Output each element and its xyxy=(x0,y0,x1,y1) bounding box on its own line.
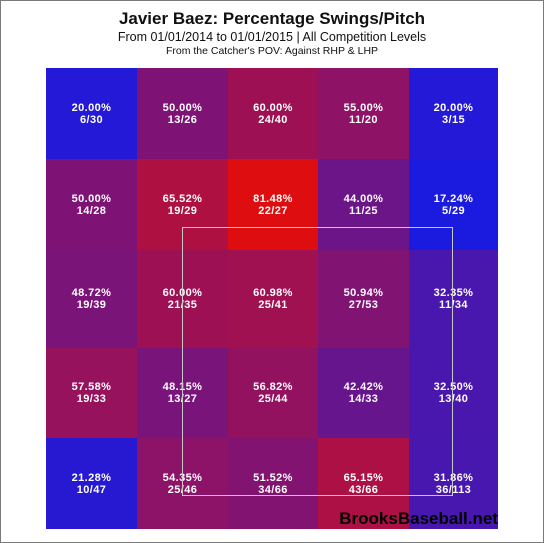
heatmap-cell-r0-c4: 20.00% 3/15 xyxy=(409,68,498,159)
cell-percentage: 50.00% xyxy=(162,101,203,114)
cell-percentage: 32.35% xyxy=(433,287,474,299)
cell-fraction: 27/53 xyxy=(348,299,379,311)
heatmap-cell-r0-c3: 55.00% 11/20 xyxy=(318,68,409,159)
cell-fraction: 14/33 xyxy=(348,393,379,405)
heatmap-cell-r4-c3: 65.15% 43/66 xyxy=(318,438,409,529)
heatmap-cell-r2-c4: 32.35% 11/34 xyxy=(409,250,498,348)
cell-fraction: 24/40 xyxy=(258,113,288,126)
cell-percentage: 20.00% xyxy=(71,101,112,114)
heatmap-cell-r1-c1: 65.52% 19/29 xyxy=(137,159,228,250)
cell-fraction: 43/66 xyxy=(348,483,379,496)
heatmap-cell-r1-c0: 50.00% 14/28 xyxy=(46,159,137,250)
heatmap-cell-r1-c4: 17.24% 5/29 xyxy=(409,159,498,250)
cell-percentage: 55.00% xyxy=(343,101,384,114)
chart-title: Javier Baez: Percentage Swings/Pitch xyxy=(118,9,426,28)
cell-percentage: 48.15% xyxy=(162,381,203,393)
cell-fraction: 5/29 xyxy=(441,204,465,217)
cell-percentage: 20.00% xyxy=(433,101,474,114)
cell-fraction: 3/15 xyxy=(441,113,465,126)
cell-percentage: 50.94% xyxy=(343,287,384,299)
cell-percentage: 50.00% xyxy=(71,192,112,205)
heatmap-cell-r3-c4: 32.50% 13/40 xyxy=(409,348,498,438)
cell-percentage: 48.72% xyxy=(71,287,112,299)
cell-percentage: 54.35% xyxy=(162,471,203,484)
cell-fraction: 25/46 xyxy=(167,483,198,496)
heatmap-cell-r4-c1: 54.35% 25/46 xyxy=(137,438,228,529)
cell-fraction: 10/47 xyxy=(76,483,107,496)
cell-fraction: 21/35 xyxy=(167,299,198,311)
cell-percentage: 32.50% xyxy=(433,381,474,393)
heatmap-cell-r2-c2: 60.98% 25/41 xyxy=(228,250,318,348)
brooksbaseball-watermark: BrooksBaseball.net xyxy=(339,509,498,528)
heatmap-cell-r4-c0: 21.28% 10/47 xyxy=(46,438,137,529)
cell-percentage: 65.15% xyxy=(343,471,384,484)
chart-subtitle: From 01/01/2014 to 01/01/2015 | All Comp… xyxy=(117,30,427,44)
cell-fraction: 13/27 xyxy=(167,393,198,405)
heatmap-cell-r3-c3: 42.42% 14/33 xyxy=(318,348,409,438)
chart-subtitle-pov: From the Catcher's POV: Against RHP & LH… xyxy=(165,45,379,57)
heatmap-cell-r1-c2: 81.48% 22/27 xyxy=(228,159,318,250)
cell-fraction: 14/28 xyxy=(76,204,107,217)
cell-fraction: 19/29 xyxy=(167,204,198,217)
cell-percentage: 51.52% xyxy=(253,471,293,484)
cell-fraction: 25/41 xyxy=(258,299,288,311)
cell-percentage: 65.52% xyxy=(162,192,203,205)
cell-percentage: 21.28% xyxy=(71,471,112,484)
cell-fraction: 13/40 xyxy=(438,393,469,405)
cell-fraction: 19/33 xyxy=(76,393,107,405)
heatmap-grid: 20.00% 6/30 50.00% 13/26 60.00% 24/40 55.00% 11… xyxy=(46,68,498,529)
heatmap-cell-r0-c1: 50.00% 13/26 xyxy=(137,68,228,159)
cell-percentage: 60.98% xyxy=(253,287,293,299)
heatmap-cell-r0-c2: 60.00% 24/40 xyxy=(228,68,318,159)
cell-percentage: 31.86% xyxy=(433,471,474,484)
heatmap-cell-r3-c0: 57.58% 19/33 xyxy=(46,348,137,438)
cell-fraction: 36/113 xyxy=(435,483,472,496)
cell-percentage: 60.00% xyxy=(162,287,203,299)
heatmap-cell-r2-c3: 50.94% 27/53 xyxy=(318,250,409,348)
heatmap-cell-r3-c2: 56.82% 25/44 xyxy=(228,348,318,438)
heatmap-cell-r4-c4: 31.86% 36/113 xyxy=(409,438,498,529)
cell-fraction: 13/26 xyxy=(167,113,198,126)
cell-percentage: 81.48% xyxy=(253,192,293,205)
heatmap-cell-r3-c1: 48.15% 13/27 xyxy=(137,348,228,438)
heatmap-cell-r0-c0: 20.00% 6/30 xyxy=(46,68,137,159)
cell-percentage: 56.82% xyxy=(253,381,293,393)
cell-percentage: 17.24% xyxy=(433,192,474,205)
cell-percentage: 60.00% xyxy=(253,101,293,114)
cell-fraction: 11/25 xyxy=(349,204,378,217)
cell-fraction: 34/66 xyxy=(258,483,288,496)
cell-fraction: 11/20 xyxy=(349,113,378,126)
cell-fraction: 11/34 xyxy=(439,299,468,311)
heatmap-cell-r2-c0: 48.72% 19/39 xyxy=(46,250,137,348)
heatmap-cell-r4-c2: 51.52% 34/66 xyxy=(228,438,318,529)
heatmap-cell-r2-c1: 60.00% 21/35 xyxy=(137,250,228,348)
cell-fraction: 6/30 xyxy=(79,113,103,126)
cell-percentage: 42.42% xyxy=(343,381,384,393)
cell-percentage: 44.00% xyxy=(343,192,384,205)
cell-fraction: 19/39 xyxy=(76,299,107,311)
heatmap-cell-r1-c3: 44.00% 11/25 xyxy=(318,159,409,250)
cell-fraction: 25/44 xyxy=(258,393,288,405)
cell-percentage: 57.58% xyxy=(71,381,112,393)
cell-fraction: 22/27 xyxy=(258,204,288,217)
